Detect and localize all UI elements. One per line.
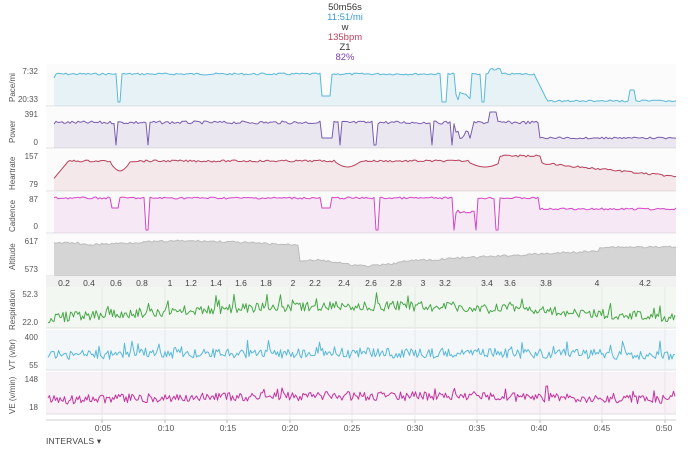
ve-band [46,372,676,414]
ve-panel [46,372,676,414]
heartrate-bottom-tick: 79 [29,180,38,189]
power-bottom-tick: 0 [33,138,38,147]
power-panel [46,107,676,148]
intervals-button[interactable]: INTERVALS ▾ [46,436,102,446]
cadence-top-tick: 87 [29,195,38,204]
distance-tick: 3.4 [481,278,493,288]
cadence-bottom-tick: 0 [33,222,38,231]
time-tick: 0:25 [343,423,361,433]
summary-duration: 50m56s [328,2,362,13]
vt-top-tick: 400 [24,333,38,342]
respiration-bottom-tick: 22.0 [22,318,38,327]
distance-tick: 0.6 [110,278,122,288]
ve-bottom-tick: 18 [29,403,38,412]
distance-tick: 1 [167,278,173,288]
distance-strip [46,277,676,287]
respiration-band [46,287,676,328]
respiration-top-tick: 52.3 [22,290,38,299]
distance-tick: 0.2 [58,278,70,288]
distance-tick: 2.4 [338,278,350,288]
distance-tick: 4 [594,278,600,288]
power-line [53,111,677,146]
power-top-tick: 391 [24,110,38,119]
summary-power: w [341,22,349,33]
time-tick: 0:10 [157,423,175,433]
heartrate-panel [46,149,676,191]
summary-heartrate: 135bpm [327,32,363,43]
power-area [54,112,676,148]
distance-tick: 2 [290,278,296,288]
vt-bottom-tick: 55 [29,361,38,370]
cadence-line [53,196,677,231]
heartrate-top-tick: 157 [24,152,38,161]
distance-tick: 3 [420,278,426,288]
altitude-top-tick: 617 [24,237,38,246]
distance-tick: 1.8 [260,278,272,288]
distance-tick: 1.4 [210,278,222,288]
time-tick: 0:20 [281,423,299,433]
pace-top-tick: 7:32 [22,67,38,76]
pace-line [53,67,677,103]
heartrate-line [53,154,677,179]
vt-line [47,339,676,361]
time-tick: 0:35 [468,423,486,433]
time-tick: 0:05 [94,423,112,433]
cadence-panel [46,192,676,233]
summary-percent: 82% [335,52,355,63]
distance-tick: 1.6 [235,278,247,288]
distance-tick: 4.2 [639,278,651,288]
distance-tick: 2.8 [390,278,402,288]
distance-tick: 0.8 [136,278,148,288]
summary-pace: 11:51/mi [327,12,363,23]
altitude-line [53,239,677,268]
heartrate-area [54,155,676,191]
pace-bottom-tick: 20:33 [17,95,38,104]
respiration-panel [46,287,676,328]
distance-tick: 3.6 [504,278,516,288]
cadence-area [54,197,676,233]
time-tick: 0:45 [593,423,611,433]
pace-area [54,68,676,106]
respiration-line [47,292,676,324]
distance-tick: 2.6 [365,278,377,288]
time-tick: 0:30 [406,423,424,433]
altitude-bottom-tick: 573 [24,265,38,274]
summary-zone: Z1 [339,42,351,53]
ve-top-tick: 148 [24,375,38,384]
distance-tick: 0.4 [83,278,95,288]
ve-line [47,385,676,405]
distance-tick: 3.8 [540,278,552,288]
time-tick: 0:40 [530,423,548,433]
altitude-area [54,240,676,276]
distance-tick: 3.2 [439,278,451,288]
time-tick: 0:15 [219,423,237,433]
distance-tick: 2.2 [309,278,321,288]
time-tick: 0:50 [655,423,673,433]
distance-tick: 1.2 [185,278,197,288]
pace-panel [46,64,676,106]
